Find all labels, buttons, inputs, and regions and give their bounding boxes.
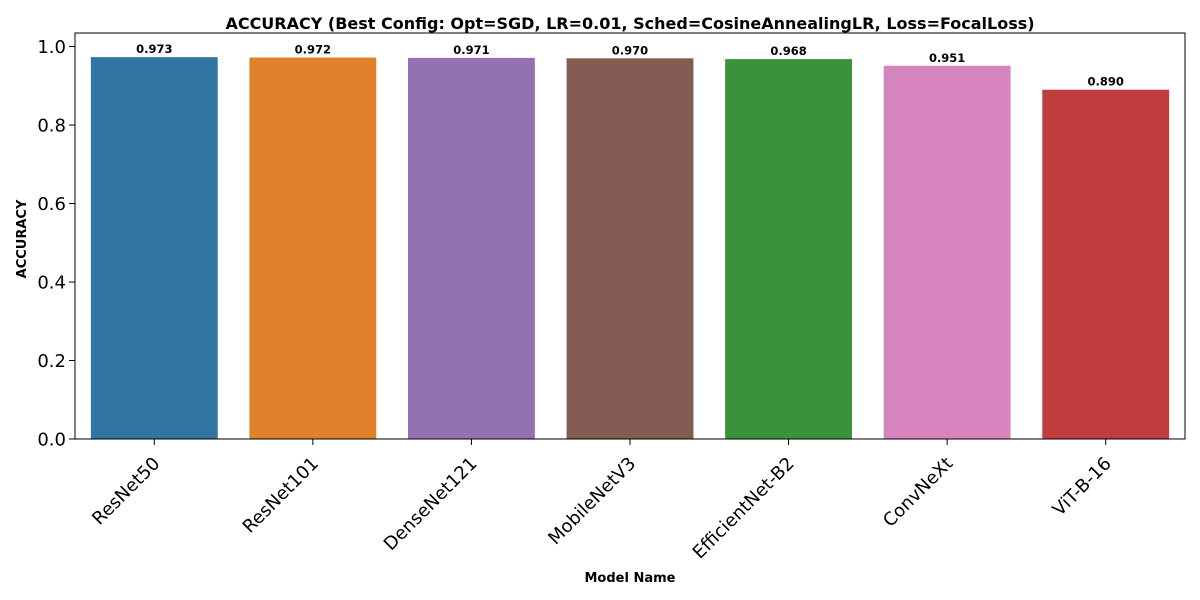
bar-densenet121	[408, 57, 535, 440]
data-label: 0.951	[929, 51, 965, 65]
x-tick-label: EfficientNet-B2	[689, 453, 799, 563]
chart-title: ACCURACY (Best Config: Opt=SGD, LR=0.01,…	[225, 14, 1034, 33]
x-tick-label: MobileNetV3	[544, 453, 640, 549]
bars-layer: 0.973 0.972 0.971 0.970 0.968 0.951 0.890	[90, 42, 1170, 440]
data-label: 0.968	[770, 44, 806, 58]
y-tick-label: 1.0	[37, 37, 66, 58]
bar-mobilenetv3	[566, 58, 694, 440]
bar-resnet50	[90, 57, 218, 439]
y-tick-label: 0.4	[37, 273, 66, 294]
x-axis-label: Model Name	[585, 571, 676, 586]
data-label: 0.970	[612, 43, 648, 57]
data-label: 0.971	[453, 43, 489, 57]
y-axis-label: ACCURACY	[15, 199, 30, 278]
plot-frame	[74, 32, 1186, 440]
data-label: 0.972	[295, 43, 331, 57]
x-tick-label: ConvNeXt	[879, 453, 957, 531]
y-tick-label: 0.6	[37, 194, 66, 215]
x-tick-label: DenseNet121	[380, 453, 482, 555]
bar-vit-b-16	[1042, 89, 1170, 440]
bar-resnet101	[249, 57, 377, 439]
bar-convnext	[883, 65, 1011, 440]
bar-efficientnet-b2	[725, 59, 852, 439]
x-tick-label: ResNet101	[239, 453, 323, 537]
data-label: 0.890	[1088, 75, 1124, 89]
y-tick-label: 0.8	[37, 116, 66, 137]
x-tick-label: ResNet50	[88, 453, 164, 529]
x-tick-label: ViT-B-16	[1049, 453, 1116, 520]
data-label: 0.973	[136, 42, 172, 56]
y-tick-label: 0.0	[37, 430, 66, 451]
y-tick-label: 0.2	[37, 351, 66, 372]
